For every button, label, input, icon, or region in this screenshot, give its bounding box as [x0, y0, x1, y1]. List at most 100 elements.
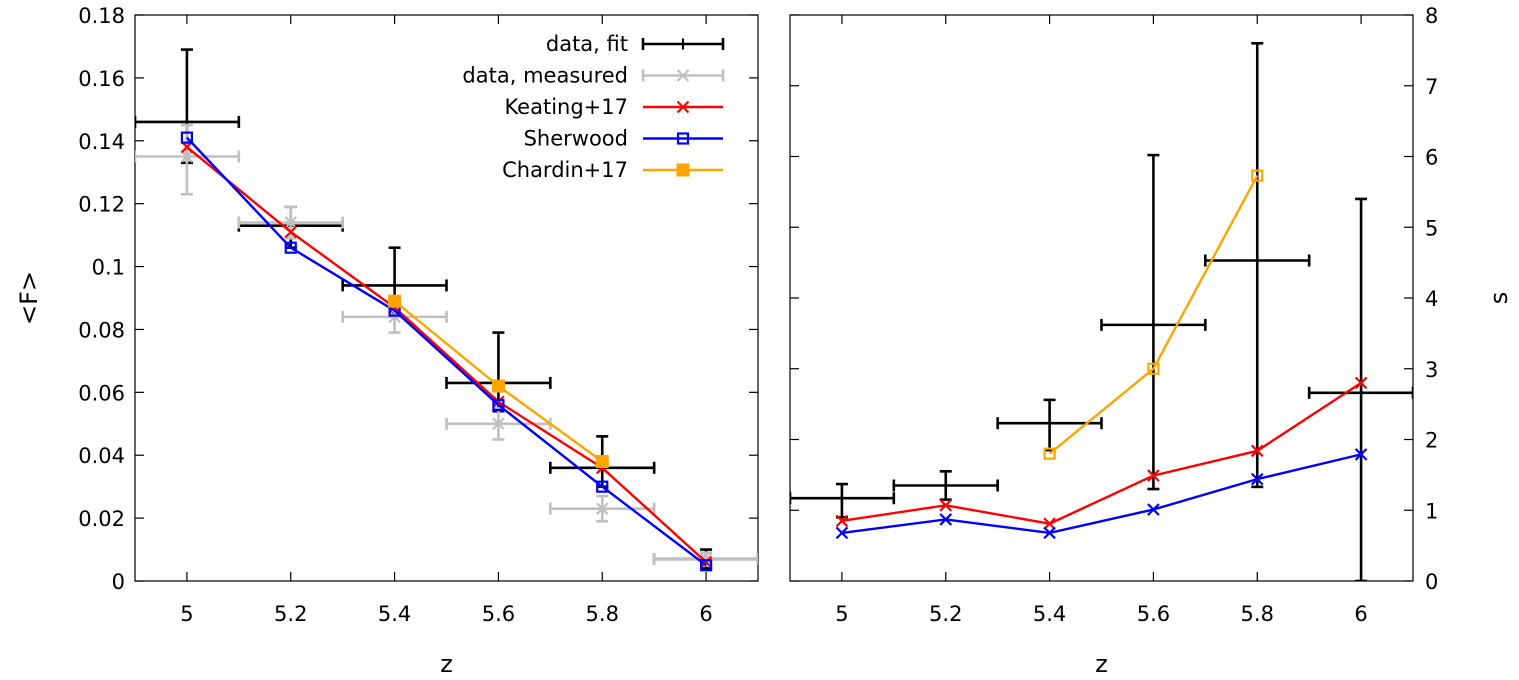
series-1: [835, 376, 1368, 530]
series-line: [1048, 175, 1259, 455]
data-point: [284, 216, 298, 229]
x-tick-label: 5: [835, 602, 848, 626]
data-point: [1354, 376, 1368, 390]
data-point: [1043, 526, 1056, 540]
legend-label: Keating+17: [504, 95, 628, 119]
data-point: [180, 131, 194, 144]
y-tick-label: 5: [1425, 216, 1438, 240]
data-point: [1354, 448, 1368, 461]
data-point: [835, 526, 849, 540]
y-tick-label: 0.1: [92, 256, 125, 280]
y-tick-label: 0.02: [78, 507, 125, 531]
data-point: [699, 559, 713, 572]
data-point: [180, 150, 194, 163]
y-tick-label: 0.18: [78, 4, 125, 28]
series-2: [180, 140, 713, 569]
x-tick-label: 6: [1354, 602, 1367, 626]
y-tick-label: 4: [1425, 287, 1438, 311]
data-point: [1044, 417, 1056, 429]
data-point: [284, 241, 297, 254]
data-point: [389, 279, 401, 291]
legend-marker: [676, 163, 690, 177]
data-point: [1251, 169, 1264, 182]
panel-s: 5 5.2 5.4 5.6 5.8 6 0 1 2 3 4 5 6 7 8 z s: [789, 4, 1513, 678]
legend-label: data, measured: [462, 64, 628, 88]
legend-item: Chardin+17: [502, 158, 723, 182]
data-point: [835, 514, 849, 528]
y-tick-label: 2: [1425, 429, 1438, 453]
x-axis-label: z: [440, 650, 453, 678]
data-point: [1250, 472, 1264, 486]
x-tick-label: 5.4: [378, 602, 411, 626]
legend-label: Sherwood: [524, 127, 628, 151]
y-tick-label: 0.08: [78, 318, 125, 342]
data-point: [939, 513, 953, 526]
data-point: [492, 398, 505, 412]
data-point: [388, 294, 402, 308]
legend: data, fit data, measured Keating+17 Sherwoo…: [462, 32, 725, 182]
series-line: [841, 453, 1362, 535]
data-point: [492, 395, 505, 409]
data-point: [595, 502, 609, 515]
y-axis-label: <F>: [15, 271, 43, 325]
legend-item: data, fit: [546, 32, 725, 56]
series-3: [180, 131, 713, 572]
panel-flux: 5 5.2 5.4 5.6 5.8 6 0 0.02 0.04 0.06 0.08 0.1 0.12 0.…: [15, 4, 759, 678]
data-point: [699, 555, 713, 569]
data-point: [1147, 469, 1160, 482]
y-axis-label: s: [1485, 292, 1513, 305]
data-point: [1355, 387, 1367, 399]
legend-label: Chardin+17: [502, 158, 628, 182]
legend-marker: [677, 38, 689, 50]
x-axis-label: z: [1095, 650, 1108, 678]
series-1: [135, 123, 758, 567]
data-point: [1147, 503, 1160, 516]
plot-frame: [134, 14, 759, 582]
y-tick-label: 8: [1425, 4, 1438, 28]
data-point: [1250, 444, 1264, 458]
data-point: [1251, 255, 1263, 267]
series-line: [841, 381, 1362, 525]
legend-marker: [676, 69, 690, 82]
y-tick-label: 0.04: [78, 444, 125, 468]
x-tick-label: 5.8: [1241, 602, 1274, 626]
x-tick-label: 5.6: [482, 602, 515, 626]
x-tick-label: 6: [699, 602, 712, 626]
x-tick-label: 5.4: [1033, 602, 1066, 626]
legend-label: data, fit: [546, 32, 628, 56]
data-point: [492, 417, 505, 431]
x-tick-label: 5.2: [929, 602, 962, 626]
legend-marker: [676, 100, 690, 114]
series-line: [186, 136, 707, 567]
series-0: [790, 41, 1413, 581]
y-tick-label: 0.16: [78, 67, 125, 91]
legend-item: Sherwood: [524, 127, 723, 151]
series-0: [135, 48, 758, 570]
data-layer: [790, 41, 1413, 581]
data-point: [491, 379, 505, 393]
y-tick-label: 0: [1425, 570, 1438, 594]
y-tick-label: 1: [1425, 499, 1438, 523]
data-point: [1147, 362, 1160, 375]
y-tick-label: 6: [1425, 146, 1438, 170]
series-3: [1043, 169, 1264, 460]
series-line: [186, 146, 707, 564]
series-2: [835, 448, 1368, 540]
data-point: [836, 492, 848, 504]
data-point: [1043, 447, 1056, 460]
data-layer: [135, 48, 758, 572]
y-tick-label: 7: [1425, 75, 1438, 99]
data-point: [284, 225, 298, 239]
y-tick-label: 0: [112, 570, 125, 594]
series-4: [388, 294, 609, 469]
data-point: [595, 455, 609, 469]
data-point: [939, 499, 953, 512]
error-bar: [135, 123, 241, 196]
x-tick-label: 5.6: [1137, 602, 1170, 626]
y-tick-label: 3: [1425, 358, 1438, 382]
x-tick-label: 5.8: [586, 602, 619, 626]
legend-item: Keating+17: [504, 95, 723, 119]
legend-marker: [676, 132, 690, 145]
data-point: [596, 480, 609, 493]
